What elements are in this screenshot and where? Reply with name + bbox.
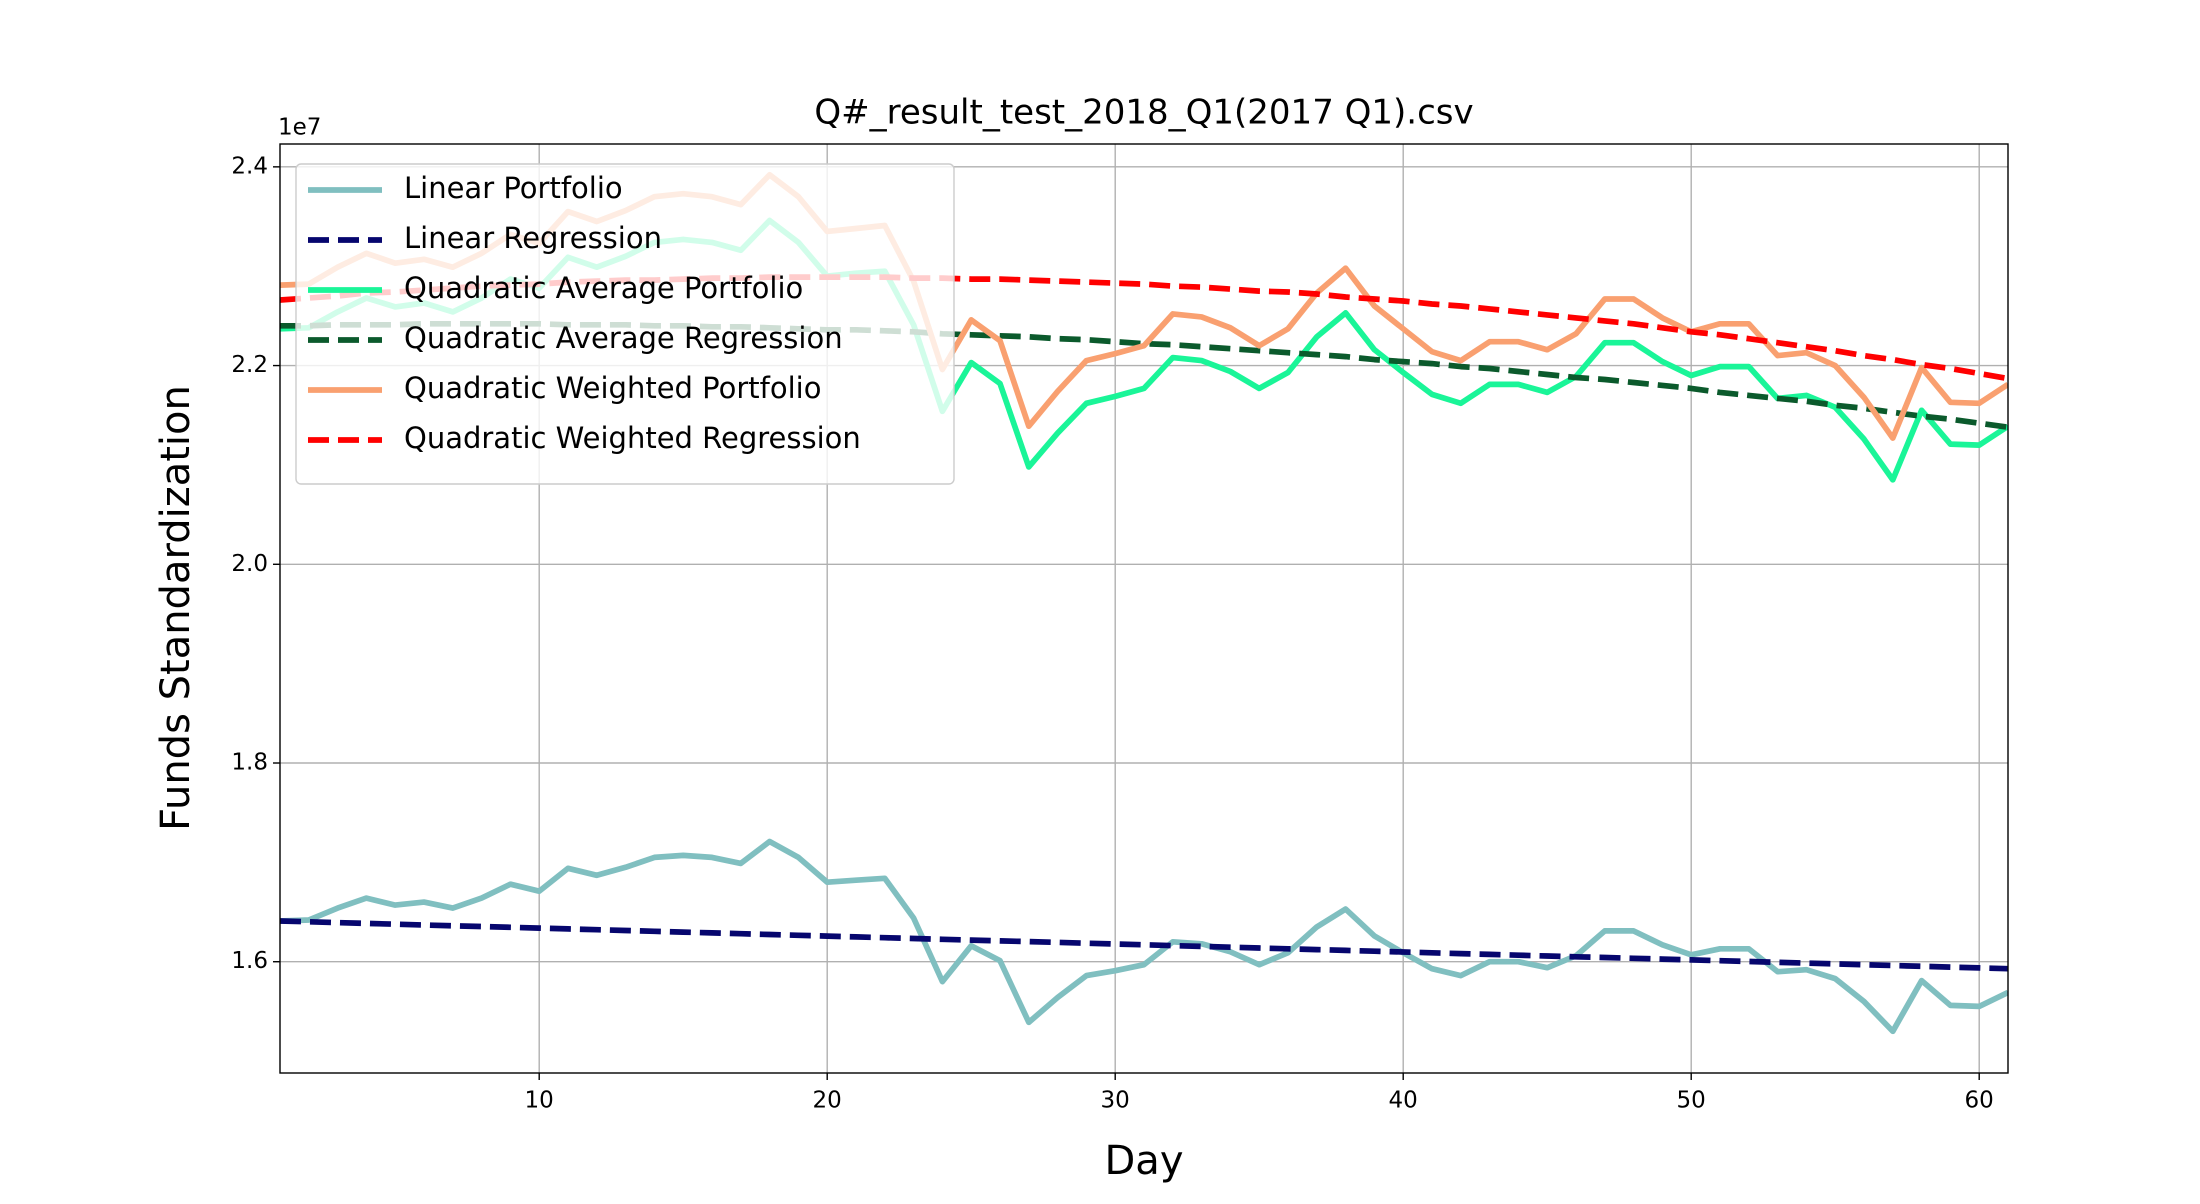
x-tick-label: 30 [1101,1088,1130,1114]
x-tick-label: 50 [1677,1088,1706,1114]
y-tick-label: 1.6 [231,948,268,974]
x-axis-label: Day [1105,1138,1184,1184]
chart-title: Q#_result_test_2018_Q1(2017 Q1).csv [814,93,1473,133]
x-tick-label: 60 [1965,1088,1994,1114]
y-offset-label: 1e7 [278,115,321,141]
x-tick-label: 20 [813,1088,842,1114]
axes-frame [279,143,2009,1074]
x-tick-label: 40 [1389,1088,1418,1114]
legend-label: Linear Regression [404,221,662,255]
legend-box [295,163,955,485]
y-tick-label: 2.0 [231,551,268,577]
axes: 10 20 30 40 50 60 1.6 1.8 2.0 2.2 2.4 [231,143,2009,1114]
regression-line [280,918,2008,972]
y-axis-label: Funds Standardization [153,385,199,831]
y-tick-label: 1.8 [231,750,268,776]
legend-label: Quadratic Weighted Portfolio [404,371,821,405]
legend-label: Quadratic Average Portfolio [404,271,803,305]
x-tick-label: 10 [525,1088,554,1114]
legend-label: Quadratic Weighted Regression [404,421,861,455]
y-tick-label: 2.2 [231,352,268,378]
legend: Linear Portfolio Linear Regression Quadrat… [295,163,955,485]
legend-label: Quadratic Average Regression [404,321,843,355]
legend-label: Linear Portfolio [404,171,623,205]
portfolio-line [280,838,2008,1035]
y-tick-label: 2.4 [231,153,268,179]
